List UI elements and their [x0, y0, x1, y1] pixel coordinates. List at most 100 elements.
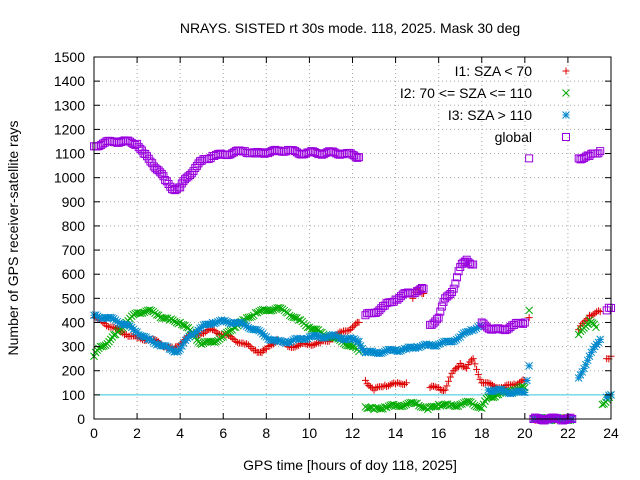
- data-point: [525, 306, 533, 315]
- data-point: [122, 331, 130, 339]
- data-point-fill: [489, 393, 498, 402]
- y-tick-label: 300: [62, 339, 86, 355]
- data-point: [596, 308, 604, 316]
- y-tick-label: 500: [62, 290, 86, 306]
- data-point-fill: [487, 380, 495, 388]
- y-tick-label: 100: [62, 387, 86, 403]
- data-point-fill: [474, 371, 482, 379]
- data-point-fill: [243, 340, 251, 348]
- data-point-fill: [311, 340, 319, 348]
- data-point-fill: [244, 341, 252, 349]
- data-point: [419, 284, 428, 293]
- data-point-fill: [443, 382, 451, 390]
- data-point-fill: [234, 338, 242, 346]
- chart-title: NRAYS. SISTED rt 30s mode. 118, 2025. Ma…: [180, 20, 520, 36]
- data-point-fill: [523, 376, 531, 385]
- data-point-fill: [453, 364, 461, 372]
- x-tick-label: 18: [474, 425, 490, 441]
- data-point-fill: [309, 341, 317, 349]
- data-point-fill: [401, 380, 409, 388]
- y-tick-label: 1300: [54, 97, 85, 113]
- y-tick-label: 1400: [54, 73, 85, 89]
- data-point-fill: [291, 313, 299, 322]
- data-point-fill: [248, 344, 256, 352]
- data-point-fill: [350, 322, 358, 330]
- y-tick-label: 800: [62, 218, 86, 234]
- data-point: [426, 384, 434, 392]
- y-tick-label: 200: [62, 363, 86, 379]
- y-tick-label: 1200: [54, 121, 85, 137]
- data-point-fill: [458, 362, 466, 370]
- data-point-fill: [476, 375, 484, 383]
- data-point-fill: [436, 307, 445, 316]
- data-point-fill: [291, 343, 299, 351]
- data-point-fill: [259, 346, 267, 354]
- data-point-fill: [417, 283, 426, 292]
- legend-label: global: [495, 129, 532, 145]
- y-tick-label: 400: [62, 314, 86, 330]
- legend-label: I1: SZA < 70: [455, 63, 533, 79]
- y-tick-label: 900: [62, 194, 86, 210]
- data-point: [355, 318, 363, 326]
- data-point: [520, 388, 529, 397]
- data-point: [361, 376, 369, 384]
- x-tick-label: 4: [176, 425, 184, 441]
- x-tick-label: 24: [603, 425, 619, 441]
- data-point-fill: [450, 402, 459, 410]
- data-point-fill: [103, 322, 111, 330]
- data-point: [338, 328, 346, 336]
- data-point-fill: [363, 380, 371, 388]
- data-point-fill: [487, 393, 496, 402]
- data-point: [469, 355, 477, 363]
- x-tick-label: 8: [262, 425, 270, 441]
- x-tick-label: 12: [345, 425, 361, 441]
- data-point-fill: [566, 413, 575, 422]
- data-point: [434, 313, 443, 322]
- data-point: [354, 153, 363, 162]
- data-marks: [90, 136, 615, 425]
- data-point: [355, 337, 363, 346]
- legend-marker: [562, 133, 570, 141]
- data-point: [596, 335, 605, 344]
- data-point-fill: [377, 405, 386, 413]
- data-point: [525, 154, 534, 163]
- data-point-fill: [386, 381, 394, 389]
- data-point-fill: [239, 339, 247, 347]
- data-point-fill: [201, 328, 209, 336]
- data-point: [402, 379, 410, 387]
- data-point-fill: [152, 311, 161, 319]
- data-point: [441, 386, 449, 394]
- data-point-fill: [517, 377, 525, 385]
- data-point: [449, 284, 458, 293]
- data-point-fill: [431, 383, 439, 391]
- data-point-fill: [452, 402, 461, 411]
- data-point-fill: [432, 315, 441, 324]
- legend: I1: SZA < 70 I2: 70 <= SZA <= 110 I3: SZA …: [400, 63, 570, 145]
- data-point-fill: [485, 379, 493, 387]
- data-point-fill: [312, 325, 321, 334]
- data-point-fill: [429, 382, 437, 390]
- data-point: [105, 337, 113, 346]
- data-point: [295, 341, 303, 349]
- y-tick-label: 1100: [55, 146, 85, 162]
- data-point: [525, 362, 533, 370]
- data-point: [592, 323, 600, 332]
- grid: [94, 57, 611, 419]
- x-tick-label: 14: [388, 425, 404, 441]
- data-point-fill: [172, 318, 181, 327]
- data-point-fill: [382, 403, 391, 412]
- data-point-fill: [343, 327, 351, 335]
- data-point-fill: [400, 401, 409, 410]
- data-point: [463, 364, 471, 372]
- data-point-fill: [314, 338, 322, 346]
- data-point-fill: [100, 342, 108, 350]
- data-point: [596, 147, 605, 156]
- data-point-fill: [160, 314, 168, 323]
- data-point-fill: [591, 309, 599, 317]
- legend-marker: [562, 67, 570, 75]
- data-point-fill: [393, 379, 401, 387]
- y-tick-label: 700: [62, 242, 86, 258]
- data-point-fill: [395, 379, 403, 387]
- data-point: [525, 314, 533, 322]
